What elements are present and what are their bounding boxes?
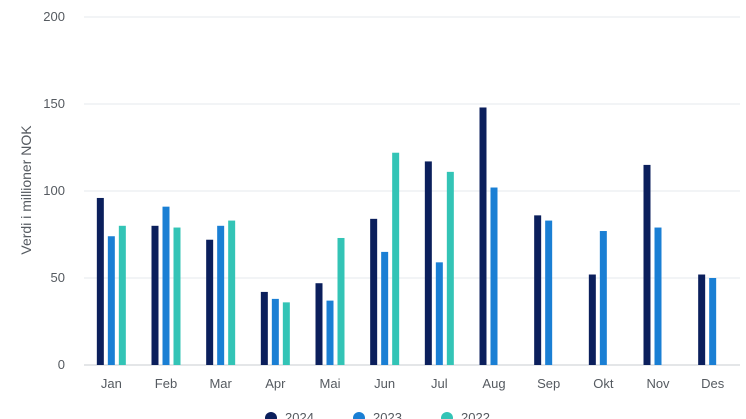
x-tick-label: Jun [374, 376, 395, 391]
bar-2024-aug [479, 107, 487, 365]
y-tick-label: 50 [51, 270, 65, 285]
bar-2023-aug [490, 187, 498, 365]
y-axis-title: Verdi i millioner NOK [18, 125, 34, 255]
bar-2024-nov [643, 164, 651, 365]
x-tick-label: Feb [155, 376, 177, 391]
bar-2024-des [698, 274, 706, 365]
legend-marker-2023 [353, 412, 365, 419]
legend-marker-2024 [265, 412, 277, 419]
bar-2022-jan [118, 225, 126, 365]
bar-2024-jul [424, 161, 432, 365]
bar-2023-okt [599, 231, 607, 365]
bar-2022-mai [337, 237, 345, 365]
gridlines [84, 16, 740, 366]
legend: 2024 2023 2022 [265, 410, 490, 419]
x-tick-label: Nov [646, 376, 670, 391]
legend-label-2024: 2024 [285, 410, 314, 419]
x-tick-label: Mai [320, 376, 341, 391]
bar-2023-des [709, 278, 717, 365]
y-tick-label: 200 [43, 9, 65, 24]
x-tick-label: Jan [101, 376, 122, 391]
x-tick-label: Sep [537, 376, 560, 391]
bar-2022-apr [282, 302, 290, 365]
y-tick-label: 0 [58, 357, 65, 372]
bars [96, 107, 717, 365]
bar-2024-mar [206, 239, 214, 365]
y-axis-ticks: 0 50 100 150 200 [43, 9, 65, 372]
bar-2024-sep [534, 215, 542, 365]
y-tick-label: 100 [43, 183, 65, 198]
x-axis-ticks: Jan Feb Mar Apr Mai Jun Jul Aug Sep Okt Nov Des [101, 376, 725, 391]
x-tick-label: Jul [431, 376, 448, 391]
bar-2023-jul [435, 262, 443, 365]
x-tick-label: Mar [209, 376, 232, 391]
bar-2024-feb [151, 225, 159, 365]
x-tick-label: Apr [265, 376, 286, 391]
bar-2023-mar [217, 225, 225, 365]
bar-2023-jan [107, 236, 115, 365]
bar-2024-okt [588, 274, 596, 365]
x-tick-label: Des [701, 376, 725, 391]
bar-2022-feb [173, 227, 181, 365]
bar-2024-jun [370, 218, 378, 365]
bar-2024-jan [96, 197, 104, 365]
bar-2023-apr [271, 298, 279, 365]
bar-2023-nov [654, 227, 662, 365]
bar-2022-jul [446, 171, 454, 365]
bar-2023-sep [545, 220, 553, 365]
bar-2023-jun [381, 251, 389, 365]
legend-label-2023: 2023 [373, 410, 402, 419]
legend-marker-2022 [441, 412, 453, 419]
x-tick-label: Okt [593, 376, 614, 391]
bar-2023-mai [326, 300, 334, 365]
legend-label-2022: 2022 [461, 410, 490, 419]
x-tick-label: Aug [482, 376, 505, 391]
bar-2024-mai [315, 283, 323, 365]
bar-2022-jun [392, 152, 400, 365]
y-tick-label: 150 [43, 96, 65, 111]
bar-2022-mar [228, 220, 236, 365]
bar-2023-feb [162, 206, 170, 365]
bar-2024-apr [260, 291, 268, 365]
